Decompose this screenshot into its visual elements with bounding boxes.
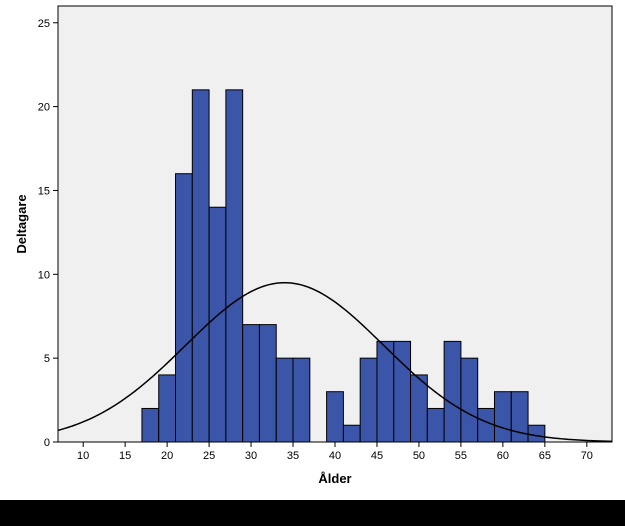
- histogram-bar: [225, 89, 244, 443]
- x-axis-title: Ålder: [318, 471, 351, 486]
- x-tick-label: 40: [329, 450, 341, 462]
- x-tick-label: 10: [77, 450, 89, 462]
- x-axis: 10 15 20 25 30 35 40 45 50 55 60 65 70: [77, 442, 593, 462]
- x-tick-label: 60: [497, 450, 509, 462]
- histogram-bar: [376, 340, 395, 443]
- histogram-bar: [342, 424, 361, 443]
- y-tick-label: 25: [38, 18, 50, 30]
- y-tick-label: 5: [44, 353, 50, 365]
- histogram-bar: [158, 374, 177, 443]
- histogram-bar: [208, 206, 227, 443]
- histogram-bar: [477, 407, 495, 443]
- histogram-bar: [393, 340, 412, 443]
- bars-group: [141, 89, 546, 443]
- y-axis: 0 5 10 15 20 25: [38, 18, 58, 449]
- histogram-bar: [141, 407, 160, 443]
- y-tick-label: 0: [44, 437, 50, 449]
- x-tick-label: 65: [539, 450, 551, 462]
- histogram-bar: [359, 357, 378, 443]
- y-axis-title: Deltagare: [14, 194, 29, 253]
- x-tick-label: 20: [161, 450, 173, 462]
- bottom-bar: [0, 500, 625, 526]
- histogram-bar: [191, 89, 210, 443]
- histogram-bar: [275, 357, 294, 443]
- y-tick-label: 10: [38, 269, 50, 281]
- x-tick-label: 15: [119, 450, 131, 462]
- x-tick-label: 35: [287, 450, 299, 462]
- histogram-bar: [410, 374, 428, 443]
- histogram-bar: [493, 391, 512, 443]
- y-tick-label: 20: [38, 102, 50, 114]
- x-tick-label: 50: [413, 450, 425, 462]
- x-tick-label: 45: [371, 450, 383, 462]
- x-tick-label: 55: [455, 450, 467, 462]
- histogram-bar: [292, 357, 311, 443]
- plot-area: [57, 5, 613, 443]
- normal-curve: [57, 281, 613, 443]
- histogram-bar: [242, 324, 260, 443]
- histogram-bar: [426, 407, 445, 443]
- histogram-bar: [527, 424, 546, 443]
- histogram-bar: [443, 340, 462, 443]
- histogram-bar: [326, 391, 344, 443]
- x-tick-label: 25: [203, 450, 215, 462]
- histogram-bar: [258, 324, 277, 443]
- y-tick-label: 15: [38, 185, 50, 197]
- histogram-bar: [460, 357, 479, 443]
- x-tick-label: 30: [245, 450, 257, 462]
- x-tick-label: 70: [581, 450, 593, 462]
- histogram-chart: 10 15 20 25 30 35 40 45 50 55 60 65 70 0 5 10 15 20 25 Ål…: [14, 5, 613, 486]
- histogram-bar: [510, 391, 529, 443]
- histogram-bar: [175, 173, 193, 443]
